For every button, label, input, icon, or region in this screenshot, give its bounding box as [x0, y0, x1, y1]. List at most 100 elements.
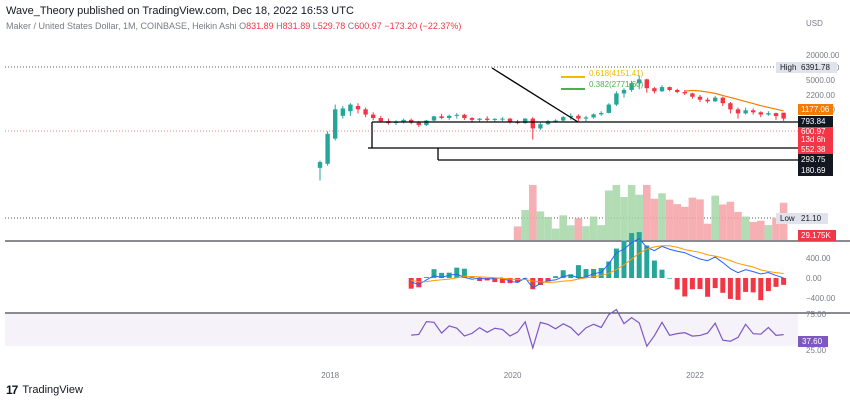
candle-body [773, 113, 779, 117]
trend-drawings [5, 66, 798, 219]
candle-body [682, 91, 687, 94]
macd-histogram-bar [743, 278, 749, 292]
rsi-band [5, 314, 798, 346]
candle-body [644, 79, 649, 89]
candle-body [583, 117, 589, 119]
candle-body [401, 119, 406, 122]
last-tag-value: 600.97 [801, 127, 826, 136]
macd-line [411, 237, 784, 289]
macd-histogram-bar [423, 277, 429, 278]
candle-body [363, 109, 368, 115]
candle-body [568, 115, 573, 118]
macd-histogram-bar [720, 278, 726, 293]
candle-body [675, 89, 680, 92]
low-value-bg [798, 213, 828, 224]
time-tick-label: 2018 [321, 371, 339, 380]
tradingview-logo-icon: 17 [6, 383, 18, 397]
macd-tick-label: −400.00 [806, 294, 836, 303]
ohlc-legend: Maker / United States Dollar, 1M, COINBA… [6, 21, 461, 31]
macd-histogram-bar [651, 260, 657, 278]
tradingview-footer[interactable]: 17 TradingView [6, 383, 83, 397]
candle-body [492, 118, 497, 120]
macd-histogram-bar [545, 278, 551, 282]
ma-tag-bg [798, 104, 833, 115]
macd-histogram-bar [644, 245, 650, 278]
time-axis[interactable]: 20182020202220242026 [321, 371, 850, 380]
macd-histogram-bar [583, 269, 589, 278]
candle-body [538, 124, 543, 129]
candle-body [766, 113, 771, 115]
rsi-pane: 75.00 25.00 [411, 308, 827, 355]
candle-body [705, 99, 710, 102]
high-value: 831.89 [282, 21, 311, 31]
candle-body [599, 112, 604, 115]
candle-body [697, 96, 703, 100]
macd-histogram-bar [689, 278, 695, 290]
volume-tag-value: 29.175K [801, 231, 831, 240]
candle-body [659, 87, 665, 92]
fib-618-label: 0.618(4151.41) [589, 69, 644, 78]
volume-tag-bg [798, 230, 836, 241]
macd-histogram-bar [431, 269, 437, 278]
macd-histogram-bar [765, 278, 771, 292]
close-value: 600.97 [354, 21, 382, 31]
candle-body [758, 112, 763, 115]
currency-label: USD [806, 19, 823, 28]
macd-histogram-bar [697, 278, 703, 290]
candle-body [629, 83, 634, 90]
fib-382-label: 0.382(2771.60) [589, 80, 644, 89]
rsi-tick-label: 25.00 [806, 346, 827, 355]
macd-pane: 400.00 0.00 −400.00 [408, 232, 836, 303]
price-tick-label: 20000.00 [806, 51, 840, 60]
macd-histogram-bar [477, 278, 483, 281]
macd-histogram-bar [515, 278, 521, 283]
publisher-header: Wave_Theory published on TradingView.com… [6, 5, 354, 17]
candle-body [424, 120, 429, 126]
volume-area [513, 185, 788, 240]
macd-histogram-bar [712, 278, 718, 289]
macd-histogram-bar [613, 248, 619, 278]
candle-body [720, 97, 725, 104]
candle-body [409, 119, 414, 123]
candle-body [462, 114, 467, 119]
open-value: 831.89 [246, 21, 274, 31]
time-tick-label: 2022 [686, 371, 704, 380]
low-value: 529.78 [317, 21, 346, 31]
macd-histogram-bar [781, 278, 787, 285]
candle-body [606, 104, 611, 113]
macd-histogram-bar [735, 278, 741, 300]
macd-histogram-bar [499, 278, 505, 284]
macd-histogram-bar [659, 269, 665, 278]
candle-body [667, 87, 672, 90]
low-tag-label: Low [780, 214, 795, 223]
macd-histogram-bar [606, 261, 612, 278]
s3-tag-value: 180.69 [801, 166, 826, 175]
candle-body [781, 112, 786, 119]
s1-tag-value: 552.38 [801, 145, 826, 154]
rsi-tick-label: 75.00 [806, 310, 827, 319]
high-tag-value: 6391.78 [801, 63, 830, 72]
macd-histogram-bar [530, 278, 536, 290]
high-tag-bg [776, 62, 798, 73]
close-label: C [347, 21, 355, 31]
candle-body [553, 120, 558, 122]
change-value: −173.20 (−22.37%) [384, 21, 462, 31]
candle-body [431, 116, 437, 121]
candle-body [751, 110, 756, 113]
rsi-line [411, 308, 784, 351]
candle-body [477, 118, 482, 120]
candle-body [652, 88, 657, 92]
ma-tag-value: 1177.06 [801, 105, 830, 114]
moving-average-line [684, 89, 784, 112]
countdown-value: 13d 6h [801, 135, 825, 144]
macd-histogram-bar [727, 278, 733, 299]
price-tick-label: 2200.00 [806, 91, 835, 100]
candle-body [333, 109, 338, 139]
s2-tag-bg [798, 154, 833, 165]
macd-histogram-bar [750, 278, 756, 293]
macd-histogram-bar [629, 233, 635, 278]
rsi-tag-value: 37.60 [802, 337, 823, 346]
macd-histogram-bar [758, 278, 764, 301]
descending-trendline[interactable] [491, 67, 579, 123]
